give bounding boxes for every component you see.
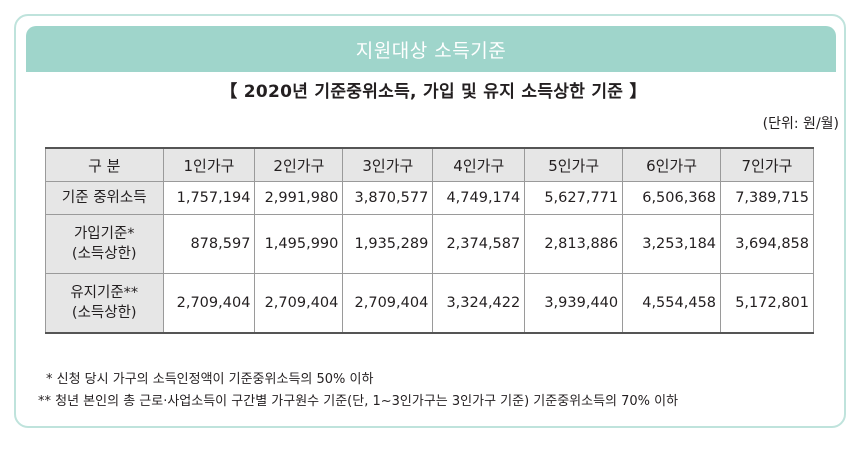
- table-cell: 2,813,886: [524, 214, 624, 274]
- table-cell: 3,253,184: [622, 214, 722, 274]
- table-cell: 2,709,404: [254, 273, 344, 334]
- table-cell: 1,935,289: [342, 214, 434, 274]
- table-cell: 3,870,577: [342, 181, 434, 215]
- row-label: 유지기준** (소득상한): [45, 273, 164, 334]
- table-cell: 2,991,980: [254, 181, 344, 215]
- table-cell: 2,709,404: [342, 273, 434, 334]
- row-label-main: 기준 중위소득: [61, 190, 147, 206]
- table-cell: 3,324,422: [432, 273, 526, 334]
- row-label-sub: (소득상한): [71, 305, 137, 321]
- row-label-main: 가입기준*: [73, 226, 135, 242]
- header-row: 구 분 1인가구 2인가구 3인가구 4인가구 5인가구 6인가구 7인가구: [45, 147, 814, 182]
- footnotes: * 신청 당시 가구의 소득인정액이 기준중위소득의 50% 이하 ** 청년 …: [38, 369, 678, 413]
- header-3-person: 3인가구: [342, 147, 434, 182]
- header-4-person: 4인가구: [432, 147, 526, 182]
- table-cell: 1,757,194: [162, 181, 256, 215]
- row-label: 가입기준* (소득상한): [45, 214, 164, 274]
- table-title: 【 2020년 기준중위소득, 가입 및 유지 소득상한 기준 】: [220, 82, 647, 102]
- table-row: 기준 중위소득 1,757,194 2,991,980 3,870,577 4,…: [45, 181, 814, 215]
- table-cell: 3,694,858: [720, 214, 814, 274]
- table-cell: 7,389,715: [720, 181, 814, 215]
- income-table: 구 분 1인가구 2인가구 3인가구 4인가구 5인가구 6인가구 7인가구 기…: [45, 147, 814, 334]
- table-cell: 5,172,801: [720, 273, 814, 334]
- row-label-main: 유지기준**: [70, 285, 139, 301]
- table-cell: 6,506,368: [622, 181, 722, 215]
- table-cell: 1,495,990: [254, 214, 344, 274]
- table-cell: 4,749,174: [432, 181, 526, 215]
- row-label: 기준 중위소득: [45, 181, 164, 215]
- banner-title: 지원대상 소득기준: [26, 26, 836, 72]
- row-label-sub: (소득상한): [71, 246, 137, 262]
- table-cell: 4,554,458: [622, 273, 722, 334]
- footnote-1: * 신청 당시 가구의 소득인정액이 기준중위소득의 50% 이하: [46, 372, 374, 387]
- table-cell: 878,597: [162, 214, 256, 274]
- header-5-person: 5인가구: [524, 147, 624, 182]
- header-2-person: 2인가구: [254, 147, 344, 182]
- header-category: 구 분: [45, 147, 164, 182]
- table-row: 가입기준* (소득상한) 878,597 1,495,990 1,935,289…: [45, 214, 814, 274]
- header-1-person: 1인가구: [162, 147, 256, 182]
- footnote-2: ** 청년 본인의 총 근로·사업소득이 구간별 가구원수 기준(단, 1~3인…: [38, 394, 679, 409]
- table-cell: 2,709,404: [162, 273, 256, 334]
- header-7-person: 7인가구: [720, 147, 814, 182]
- table-row: 유지기준** (소득상한) 2,709,404 2,709,404 2,709,…: [45, 273, 814, 334]
- table-cell: 2,374,587: [432, 214, 526, 274]
- unit-label: (단위: 원/월): [762, 116, 839, 132]
- table-cell: 3,939,440: [524, 273, 624, 334]
- header-6-person: 6인가구: [622, 147, 722, 182]
- table-cell: 5,627,771: [524, 181, 624, 215]
